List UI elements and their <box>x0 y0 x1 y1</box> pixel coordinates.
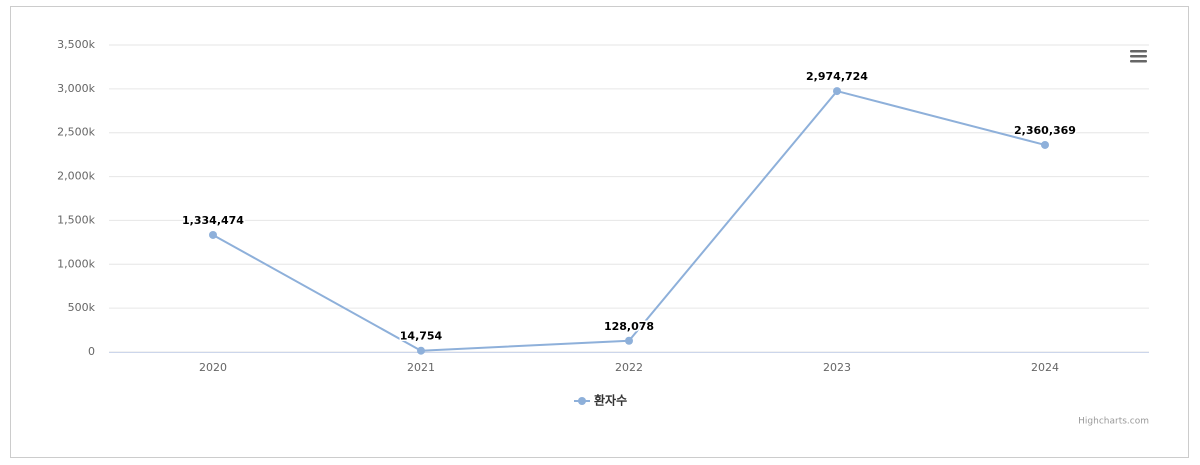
x-tick-label: 2024 <box>1031 361 1059 374</box>
data-point <box>625 336 633 345</box>
legend-symbol <box>578 397 586 405</box>
data-label: 128,078 <box>604 320 654 333</box>
x-tick-label: 2023 <box>823 361 851 374</box>
menu-button[interactable] <box>1130 50 1147 63</box>
y-tick-label: 3,500k <box>57 38 95 51</box>
y-tick-label: 1,000k <box>57 257 95 270</box>
y-tick-label: 2,500k <box>57 126 95 139</box>
y-tick-label: 1,500k <box>57 213 95 226</box>
data-point <box>1041 140 1049 149</box>
data-point <box>417 346 425 355</box>
data-point <box>833 87 841 96</box>
data-label: 1,334,474 <box>182 214 244 227</box>
x-tick-label: 2021 <box>407 361 435 374</box>
x-tick-label: 2022 <box>615 361 643 374</box>
data-label: 14,754 <box>400 330 443 343</box>
y-tick-label: 500k <box>68 301 96 314</box>
y-tick-label: 0 <box>88 345 95 358</box>
x-tick-label: 2020 <box>199 361 227 374</box>
credit[interactable]: Highcharts.com <box>1078 417 1149 427</box>
chart-border <box>10 6 1189 458</box>
y-tick-label: 2,000k <box>57 170 95 183</box>
data-point <box>209 230 217 239</box>
data-label: 2,974,724 <box>806 70 868 83</box>
legend-label[interactable]: 환자수 <box>594 393 627 408</box>
data-label: 2,360,369 <box>1014 124 1076 137</box>
y-tick-label: 3,000k <box>57 82 95 95</box>
